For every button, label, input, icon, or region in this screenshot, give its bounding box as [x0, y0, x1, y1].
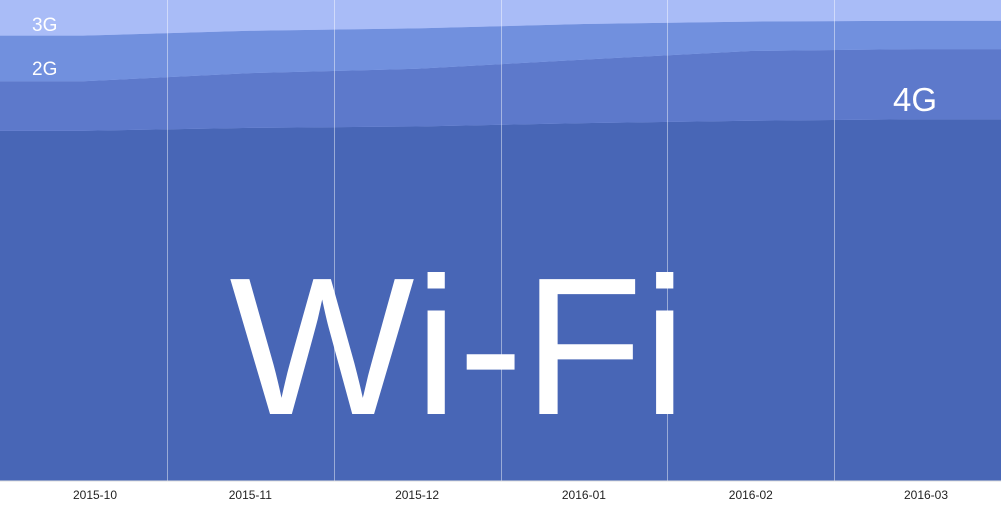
x-tick-label-2015-11: 2015-11: [229, 488, 272, 502]
x-tick-label-2016-03: 2016-03: [904, 488, 948, 502]
x-tick-label-2015-10: 2015-10: [73, 488, 117, 502]
area-3g: [0, 0, 1001, 36]
x-tick-label-2016-02: 2016-02: [729, 488, 773, 502]
area-wi-fi: [0, 119, 1001, 482]
x-axis-strip: [0, 481, 1001, 514]
area-series-group: [0, 0, 1001, 482]
vertical-gridlines: [167, 0, 835, 481]
x-axis-tick-labels: 2015-10 2015-11 2015-12 2016-01 2016-02 2016-…: [73, 488, 948, 502]
band-labels: 3G 2G 4G Wi-Fi: [32, 15, 937, 456]
area-2g: [0, 20, 1001, 82]
band-label-wifi: Wi-Fi: [229, 237, 686, 456]
band-label-2g: 2G: [32, 59, 57, 80]
x-tick-label-2016-01: 2016-01: [562, 488, 606, 502]
band-label-4g: 4G: [893, 81, 937, 118]
area-4g: [0, 49, 1001, 131]
x-tick-label-2015-12: 2015-12: [395, 488, 439, 502]
band-label-3g: 3G: [32, 15, 57, 36]
